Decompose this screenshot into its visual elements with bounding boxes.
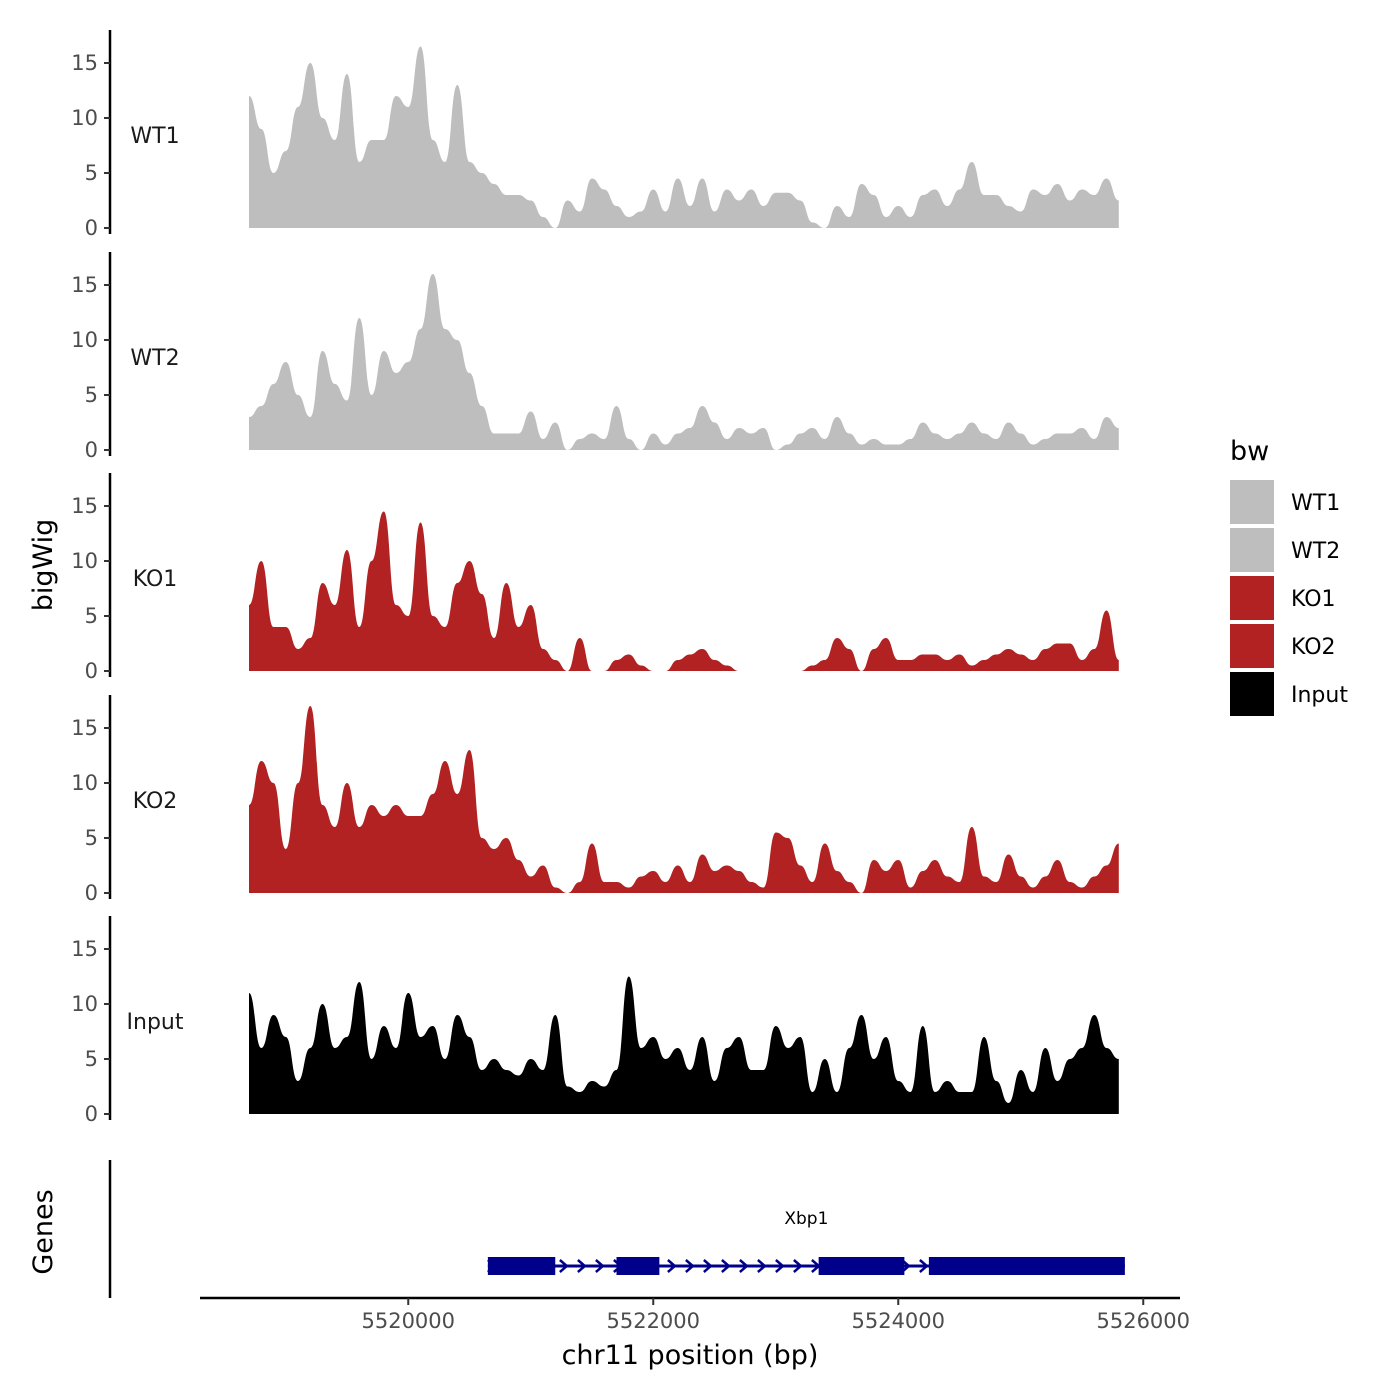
track-ko2: 0 5 10 15 KO2	[71, 695, 1119, 905]
y-tick-label: 5	[85, 604, 98, 628]
signal-area-wt1	[249, 46, 1119, 228]
y-tick-label: 15	[71, 494, 98, 518]
y-tick-label: 0	[85, 881, 98, 905]
y-tick-label: 10	[71, 549, 98, 573]
y-tick-label: 10	[71, 771, 98, 795]
track-label: WT1	[130, 124, 179, 149]
gene-exon	[487, 1257, 556, 1275]
x-tick-label: 5522000	[606, 1309, 700, 1333]
gene-xbp1: Xbp1	[487, 1209, 1125, 1275]
genes-axis-title: Genes	[28, 1189, 59, 1274]
track-wt1: 0 5 10 15 WT1	[71, 30, 1119, 240]
gene-exon	[928, 1257, 1125, 1275]
y-tick-label: 15	[71, 937, 98, 961]
legend-swatch-wt2	[1230, 528, 1274, 572]
legend-label-wt1: WT1	[1291, 491, 1340, 516]
strand-arrow	[739, 1259, 749, 1273]
y-tick-label: 15	[71, 273, 98, 297]
signal-area-input	[249, 976, 1119, 1114]
track-label: WT2	[130, 346, 179, 371]
legend-swatch-ko2	[1230, 624, 1274, 668]
track-ko1: 0 5 10 15 KO1	[71, 473, 1119, 683]
legend: bw WT1 WT2 KO1 KO2 Input	[1230, 436, 1348, 716]
y-tick-label: 15	[71, 716, 98, 740]
strand-arrow	[685, 1259, 695, 1273]
y-tick-label: 5	[85, 826, 98, 850]
strand-arrow	[757, 1259, 767, 1273]
legend-swatch-input	[1230, 672, 1274, 716]
gene-label: Xbp1	[784, 1209, 828, 1229]
legend-title: bw	[1230, 436, 1269, 467]
signal-area-wt2	[249, 274, 1119, 450]
x-axis: 5520000 5522000 5524000 5526000	[200, 1296, 1190, 1333]
y-tick-label: 5	[85, 383, 98, 407]
strand-arrow	[721, 1259, 731, 1273]
legend-label-wt2: WT2	[1291, 539, 1340, 564]
gene-exon	[818, 1257, 905, 1275]
track-label: KO1	[133, 567, 178, 592]
x-tick-label: 5524000	[851, 1309, 945, 1333]
x-axis-title: chr11 position (bp)	[562, 1340, 819, 1371]
legend-label-ko1: KO1	[1291, 587, 1336, 612]
strand-arrow	[595, 1259, 605, 1273]
strand-arrow	[667, 1259, 677, 1273]
x-tick-label: 5520000	[361, 1309, 455, 1333]
y-tick-label: 0	[85, 216, 98, 240]
track-label: KO2	[133, 789, 178, 814]
legend-label-ko2: KO2	[1291, 635, 1336, 660]
gene-track: Xbp1	[108, 1160, 1125, 1298]
track-wt2: 0 5 10 15 WT2	[71, 252, 1119, 462]
y-tick-label: 10	[71, 106, 98, 130]
strand-arrow	[775, 1259, 785, 1273]
signal-tracks: 0 5 10 15 WT1 0 5 10 15 WT2 0 5 10 15 KO1 0 5 10 15 KO2 0 5 10…	[71, 30, 1119, 1126]
strand-arrow	[919, 1259, 929, 1273]
y-tick-label: 5	[85, 1047, 98, 1071]
legend-swatch-ko1	[1230, 576, 1274, 620]
signal-area-ko2	[249, 706, 1119, 893]
track-input: 0 5 10 15 Input	[71, 916, 1119, 1126]
strand-arrow	[577, 1259, 587, 1273]
y-tick-label: 10	[71, 992, 98, 1016]
x-tick-label: 5526000	[1096, 1309, 1190, 1333]
y-tick-label: 5	[85, 161, 98, 185]
strand-arrow	[559, 1259, 569, 1273]
y-tick-label: 15	[71, 51, 98, 75]
y-tick-label: 0	[85, 1102, 98, 1126]
y-tick-label: 0	[85, 659, 98, 683]
legend-label-input: Input	[1291, 683, 1348, 708]
signal-area-ko1	[249, 511, 1119, 671]
legend-swatch-wt1	[1230, 480, 1274, 524]
y-tick-label: 0	[85, 438, 98, 462]
strand-arrow	[793, 1259, 803, 1273]
gene-exon	[616, 1257, 660, 1275]
y-axis-title: bigWig	[28, 519, 59, 612]
y-tick-label: 10	[71, 328, 98, 352]
strand-arrow	[703, 1259, 713, 1273]
track-label: Input	[127, 1010, 184, 1035]
